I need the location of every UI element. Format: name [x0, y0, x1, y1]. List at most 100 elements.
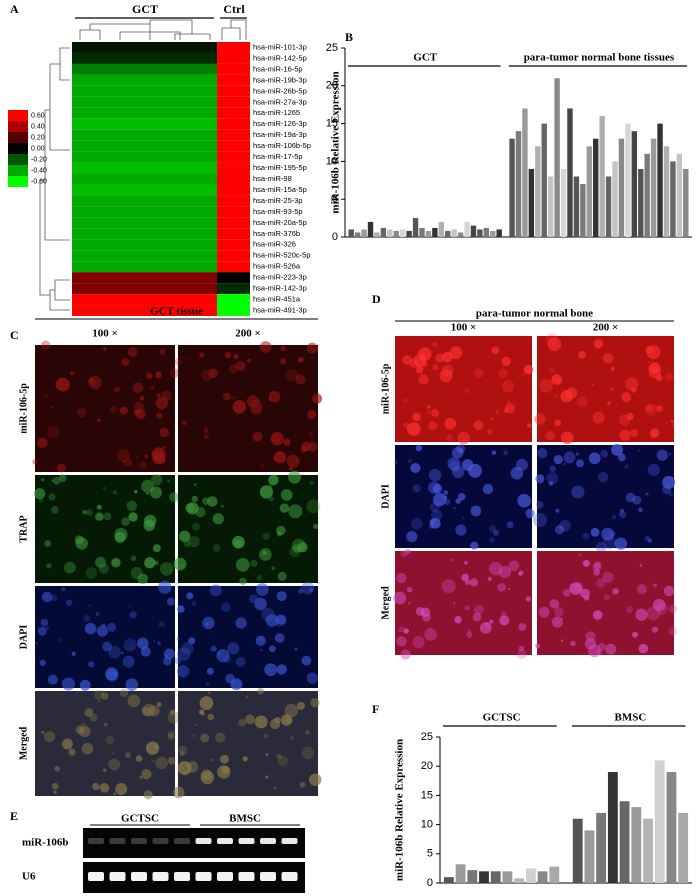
- texture-dot: [297, 356, 304, 363]
- heatmap-cell: [72, 63, 217, 75]
- texture-dot: [555, 508, 560, 513]
- texture-dot: [523, 364, 534, 375]
- texture-dot: [203, 434, 210, 440]
- texture-dot: [280, 358, 287, 365]
- texture-dot: [97, 700, 101, 703]
- texture-dot: [162, 445, 166, 450]
- texture-dot: [210, 645, 217, 652]
- texture-dot: [283, 438, 291, 446]
- texture-dot: [151, 759, 154, 763]
- texture-dot: [106, 622, 117, 632]
- texture-dot: [578, 350, 586, 359]
- texture-dot: [59, 638, 63, 642]
- texture-dot: [535, 474, 545, 484]
- bar: [549, 866, 560, 883]
- texture-dot: [125, 678, 139, 692]
- texture-dot: [394, 460, 398, 464]
- texture-dot: [503, 416, 506, 419]
- texture-dot: [103, 768, 107, 772]
- texture-dot: [593, 561, 602, 570]
- texture-dot: [163, 648, 175, 660]
- texture-dot: [517, 649, 527, 659]
- texture-dot: [265, 775, 269, 779]
- texture-dot: [549, 599, 560, 609]
- texture-dot: [115, 782, 128, 795]
- texture-dot: [46, 563, 52, 569]
- texture-dot: [636, 584, 647, 595]
- heatmap-cell: [217, 261, 250, 273]
- texture-dot: [71, 651, 76, 656]
- bar: [599, 116, 605, 237]
- texture-dot: [34, 488, 46, 500]
- texture-dot: [439, 369, 453, 383]
- panel-letter: F: [372, 702, 379, 716]
- texture-dot: [446, 434, 453, 441]
- row-label: TRAP: [18, 515, 29, 542]
- texture-dot: [428, 468, 442, 482]
- texture-dot: [647, 463, 660, 477]
- texture-dot: [626, 606, 633, 614]
- texture-dot: [199, 709, 205, 715]
- texture-dot: [637, 449, 640, 452]
- texture-dot: [452, 466, 465, 479]
- texture-dot: [312, 523, 319, 530]
- texture-dot: [235, 657, 246, 667]
- texture-dot: [103, 512, 112, 521]
- texture-dot: [232, 396, 235, 400]
- texture-dot: [668, 453, 672, 456]
- y-tick-label: 5: [427, 848, 433, 860]
- texture-dot: [185, 503, 195, 513]
- colorbar-swatch: [8, 165, 28, 176]
- gel-band: [131, 838, 147, 844]
- texture-dot: [525, 596, 532, 602]
- heatmap-cell: [72, 272, 217, 284]
- texture-dot: [135, 455, 139, 458]
- micrograph-texture: [36, 580, 176, 692]
- texture-dot: [470, 541, 479, 550]
- texture-dot: [570, 640, 576, 647]
- texture-dot: [444, 417, 457, 430]
- texture-dot: [143, 790, 153, 800]
- bar: [467, 870, 478, 883]
- bar: [596, 812, 607, 883]
- texture-dot: [260, 649, 263, 652]
- heatmap-cell: [217, 107, 250, 119]
- bar: [367, 221, 374, 237]
- micrograph-texture: [173, 687, 322, 799]
- texture-dot: [306, 342, 318, 354]
- texture-dot: [192, 734, 196, 738]
- texture-dot: [429, 518, 436, 525]
- texture-dot: [620, 508, 624, 513]
- texture-dot: [263, 733, 268, 739]
- texture-dot: [403, 628, 409, 634]
- bar: [490, 230, 496, 237]
- row-label: DAPI: [380, 484, 391, 509]
- texture-dot: [306, 499, 321, 514]
- texture-dot: [51, 782, 59, 790]
- texture-dot: [156, 412, 163, 420]
- micrograph-texture: [32, 340, 180, 473]
- texture-dot: [48, 493, 56, 501]
- texture-dot: [220, 504, 224, 508]
- heatmap-cell: [72, 52, 217, 64]
- texture-dot: [83, 614, 91, 622]
- texture-dot: [290, 735, 295, 740]
- texture-dot: [420, 607, 431, 618]
- texture-dot: [143, 519, 156, 532]
- heatmap-cell: [217, 272, 250, 284]
- texture-dot: [612, 515, 616, 519]
- texture-dot: [646, 606, 661, 621]
- row-label: hsa-miR-26b-5p: [253, 86, 307, 95]
- texture-dot: [464, 605, 470, 611]
- texture-dot: [262, 532, 270, 540]
- texture-dot: [128, 512, 138, 522]
- texture-dot: [47, 674, 58, 685]
- heatmap-cell: [217, 118, 250, 130]
- row-label: miR-106-5p: [18, 383, 29, 434]
- heatmap-cell: [217, 85, 250, 97]
- bar: [528, 168, 535, 237]
- gel-band: [174, 838, 190, 844]
- texture-dot: [453, 602, 456, 605]
- bar: [490, 871, 501, 883]
- texture-dot: [432, 483, 443, 494]
